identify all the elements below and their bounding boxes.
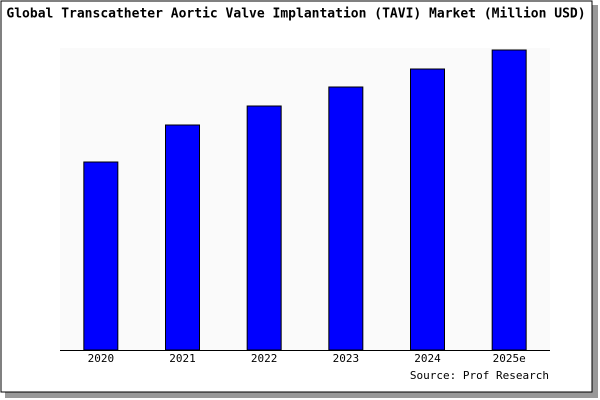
plot-area — [60, 48, 550, 350]
bar — [328, 86, 364, 351]
x-tick-label: 2024 — [414, 352, 441, 365]
chart-title: Global Transcatheter Aortic Valve Implan… — [6, 7, 585, 22]
source-note: Source: Prof Research — [410, 369, 549, 382]
bar — [410, 68, 445, 351]
bar — [491, 49, 527, 351]
bar — [83, 161, 119, 351]
x-tick-label: 2025e — [493, 352, 526, 365]
bar — [246, 105, 282, 351]
x-tick-label: 2023 — [333, 352, 360, 365]
bar — [165, 124, 200, 351]
x-tick-label: 2020 — [88, 352, 115, 365]
x-tick-label: 2022 — [251, 352, 278, 365]
x-tick-label: 2021 — [169, 352, 196, 365]
